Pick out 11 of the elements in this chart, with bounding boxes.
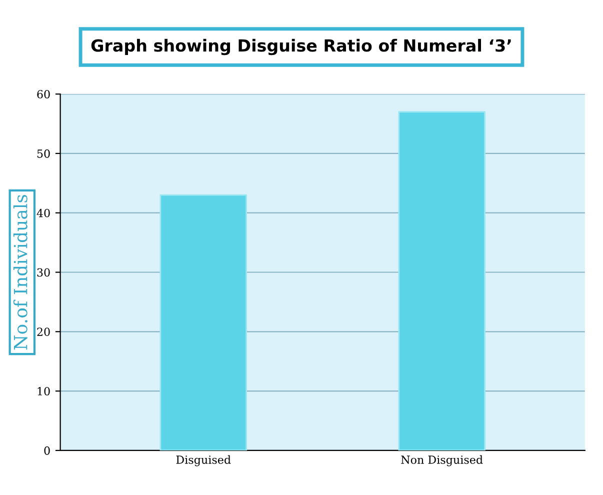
y-tick-label: 20 <box>37 328 50 336</box>
y-tick-label: 0 <box>44 446 50 455</box>
y-tick-label: 50 <box>37 149 50 158</box>
y-tick-label: 10 <box>38 387 50 396</box>
y-tick-label: 30 <box>37 268 50 277</box>
x-tick-label: Non Disguised <box>401 455 483 466</box>
y-tick-label: 40 <box>36 208 50 218</box>
chart-title: Graph showing Disguise Ratio of Numeral ‘3’ <box>91 38 511 56</box>
y-tick-label: 60 <box>37 90 50 98</box>
x-tick-label: Disguised <box>176 455 231 466</box>
y-axis-title: No.of Individuals <box>13 194 28 350</box>
